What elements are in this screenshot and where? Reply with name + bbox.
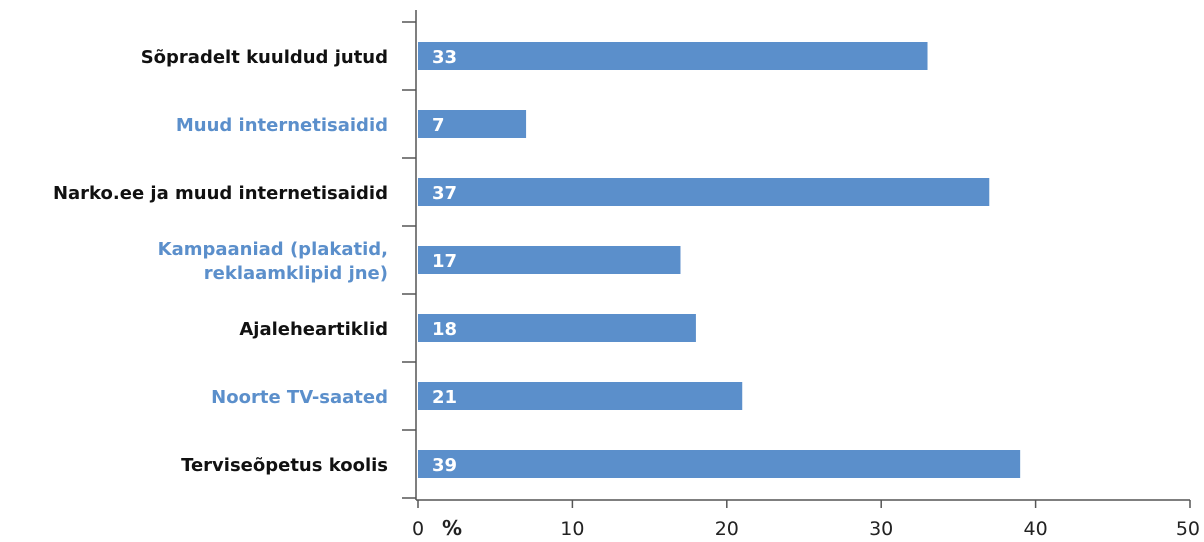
- x-tick-label: 10: [560, 518, 584, 540]
- category-label-line: Muud internetisaidid: [176, 115, 388, 136]
- bar-value-label: 21: [432, 387, 457, 408]
- category-label-line: reklaamklipid jne): [204, 263, 388, 284]
- bar: [418, 246, 681, 274]
- bar-value-label: 37: [432, 183, 457, 204]
- x-tick-label: 20: [715, 518, 739, 540]
- category-label-line: Kampaaniad (plakatid,: [158, 239, 388, 260]
- category-label: Noorte TV-saated: [211, 387, 388, 408]
- bar-value-label: 18: [432, 319, 457, 340]
- bar: [418, 314, 696, 342]
- category-label-line: Narko.ee ja muud internetisaidid: [53, 183, 388, 204]
- category-label: Kampaaniad (plakatid, reklaamklipid jne): [158, 239, 388, 284]
- bar-value-label: 17: [432, 251, 457, 272]
- category-label-line: Terviseõpetus koolis: [181, 455, 388, 476]
- x-axis-unit-label: %: [442, 516, 462, 540]
- category-label: Narko.ee ja muud internetisaidid: [53, 183, 388, 204]
- x-tick-label: 40: [1024, 518, 1048, 540]
- bar: [418, 42, 928, 70]
- bar: [418, 382, 743, 410]
- bar-value-label: 39: [432, 455, 457, 476]
- category-label-line: Ajaleheartiklid: [239, 319, 388, 340]
- x-tick-label: 30: [869, 518, 893, 540]
- axes-layer: [402, 10, 1190, 501]
- bar: [418, 450, 1021, 478]
- category-label: Sõpradelt kuuldud jutud: [141, 47, 388, 68]
- x-tick-label: 50: [1176, 518, 1200, 540]
- bar-value-label: 33: [432, 47, 457, 68]
- labels-layer: Sõpradelt kuuldud jutud Muud internetisai…: [53, 47, 388, 476]
- bar: [418, 110, 527, 138]
- bars-layer: 33 7 37 17 18 21 39: [418, 42, 1021, 478]
- bar: [418, 178, 990, 206]
- ticks-layer: 0 10 20 30 40 50: [412, 500, 1200, 540]
- x-tick-label: 0: [412, 518, 424, 540]
- category-label: Ajaleheartiklid: [239, 319, 388, 340]
- category-label-line: Noorte TV-saated: [211, 387, 388, 408]
- category-label: Muud internetisaidid: [176, 115, 388, 136]
- bar-value-label: 7: [432, 115, 445, 136]
- category-label: Terviseõpetus koolis: [181, 455, 388, 476]
- category-label-line: Sõpradelt kuuldud jutud: [141, 47, 388, 68]
